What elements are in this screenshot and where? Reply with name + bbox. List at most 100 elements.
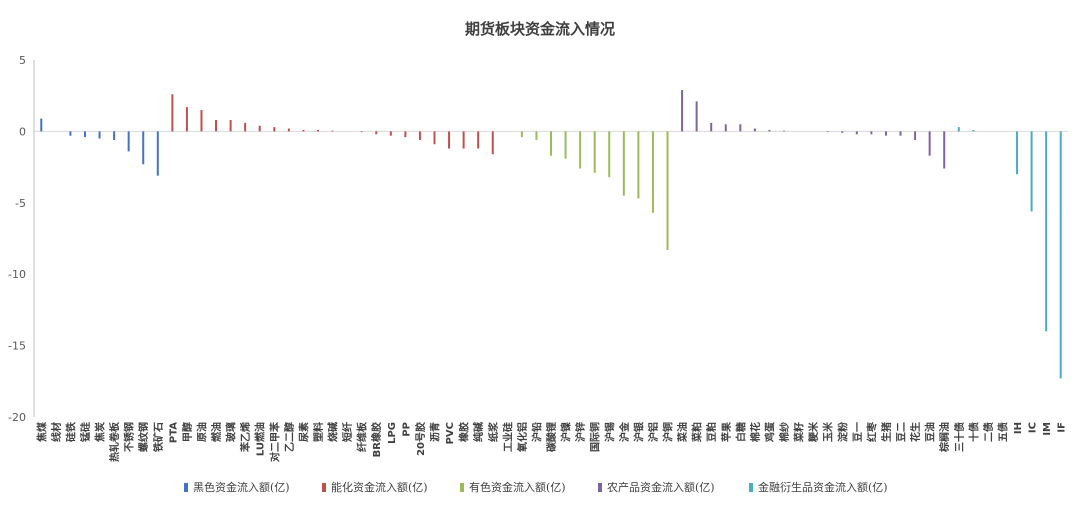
y-tick-label: -5: [15, 197, 26, 210]
x-tick-label: 淀粉: [836, 422, 849, 442]
x-tick-label: LU燃油: [254, 422, 267, 456]
x-tick-label: 不锈钢: [123, 422, 136, 452]
bar-沪锡: [608, 131, 611, 178]
x-tick-label: 二债: [982, 422, 995, 442]
x-tick-label: PVC: [445, 422, 456, 444]
bar-螺纹钢: [142, 131, 145, 165]
y-axis: 5 0 -5 -10 -15 -20: [8, 54, 35, 424]
y-tick-label: 0: [19, 125, 26, 138]
legend-swatch: [184, 483, 188, 492]
x-tick-label: 燃油: [210, 422, 223, 442]
bar-甲醇: [185, 107, 188, 132]
x-tick-label: 尿素: [297, 422, 310, 442]
x-tick-label: 乙二醇: [283, 422, 296, 452]
x-tick-label: 玉米: [822, 421, 835, 442]
x-tick-label: PTA: [168, 422, 179, 443]
x-tick-label: 铁矿石: [152, 422, 165, 452]
x-tick-label: 棕榈油: [938, 422, 951, 453]
x-tick-label: IF: [1057, 422, 1068, 433]
bar-对二甲苯: [273, 127, 276, 132]
x-tick-label: 菜粕: [691, 422, 704, 443]
x-tick-label: 棉花: [749, 422, 762, 442]
x-tick-label: 线材: [50, 422, 63, 442]
bar-棕榈油: [943, 131, 946, 169]
x-tick-label: LPG: [387, 422, 398, 444]
legend-entry: 农产品资金流入额(亿): [607, 480, 715, 494]
y-tick-label: -15: [8, 340, 26, 353]
x-tick-label: IC: [1028, 422, 1039, 433]
bar-国际铜: [593, 131, 596, 173]
x-tick-label: 甲醇: [181, 422, 194, 442]
x-tick-label: 国际铜: [589, 422, 602, 452]
x-tick-label: 苹果: [720, 421, 733, 442]
x-tick-label: 白糖: [734, 422, 747, 442]
bar-花生: [914, 131, 917, 140]
x-tick-label: PP: [401, 422, 412, 437]
bar-棉花: [753, 128, 756, 132]
y-tick-label: -10: [8, 268, 26, 281]
bar-豆粕: [710, 122, 713, 132]
bars-group: [40, 89, 1062, 379]
bar-沪铜: [666, 131, 669, 250]
x-tick-label: 原油: [195, 422, 208, 442]
x-tick-label: IH: [1013, 422, 1024, 434]
bar-烧碱: [331, 130, 334, 132]
bar-沪铅: [535, 131, 538, 140]
y-tick-label: 5: [19, 54, 26, 67]
x-tick-label: 粳米: [807, 421, 820, 443]
x-tick-label: 20号胶: [414, 422, 427, 456]
bar-鸡蛋: [768, 129, 771, 132]
x-tick-label: 鸡蛋: [763, 422, 776, 443]
x-tick-label: 豆二: [896, 422, 908, 442]
bar-三十债: [957, 127, 960, 132]
bar-淀粉: [841, 131, 844, 133]
bar-碳酸锂: [550, 131, 552, 156]
legend-swatch: [598, 483, 602, 492]
x-tick-label: BR橡胶: [370, 422, 383, 457]
bar-菜粕: [695, 101, 698, 132]
bar-玉米: [826, 131, 829, 133]
bar-IH: [1016, 131, 1019, 175]
bar-沥青: [433, 131, 436, 145]
x-tick-label: 豆一: [852, 422, 864, 442]
x-tick-label: 工业硅: [501, 422, 514, 452]
bar-沪铝: [651, 131, 654, 213]
legend-entry: 黑色资金流入额(亿): [193, 480, 290, 494]
x-tick-label: 花生: [909, 422, 922, 442]
legend-entry: 能化资金流入额(亿): [331, 480, 428, 494]
x-tick-label: 沪铜: [662, 422, 675, 442]
x-tick-label: 塑料: [312, 422, 325, 442]
bar-生猪: [884, 131, 887, 136]
bar-纤维板: [360, 131, 363, 133]
legend-entry: 有色资金流入额(亿): [469, 480, 566, 494]
bar-硅铁: [69, 131, 72, 136]
bar-锰硅: [83, 131, 86, 138]
bar-苯乙烯: [244, 122, 247, 132]
legend: 黑色资金流入额(亿) 能化资金流入额(亿) 有色资金流入额(亿) 农产品资金流入额(亿…: [184, 480, 888, 494]
bar-沪镍: [564, 131, 567, 159]
y-tick-label: -20: [8, 411, 26, 424]
bar-苹果: [724, 124, 727, 132]
x-tick-label: 沪铝: [647, 422, 660, 442]
bar-LPG: [389, 131, 392, 136]
bar-LU燃油: [258, 125, 261, 132]
x-tick-label: 沪金: [618, 421, 631, 442]
x-tick-label: 焦煤: [35, 422, 48, 443]
x-tick-label: 沪锡: [603, 422, 616, 442]
x-tick-label: 螺纹钢: [137, 422, 150, 452]
bar-20号胶: [418, 131, 421, 140]
x-tick-label: 短纤: [341, 422, 354, 442]
legend-swatch: [322, 483, 326, 492]
legend-entry: 金融衍生品资金流入额(亿): [758, 480, 888, 494]
x-tick-label: 碳酸锂: [545, 422, 558, 452]
bar-橡胶: [462, 131, 465, 149]
bar-豆一: [855, 131, 858, 135]
x-tick-label: 苯乙烯: [239, 422, 252, 453]
legend-swatch: [749, 483, 753, 492]
x-tick-label: 菜籽: [793, 422, 806, 443]
x-tick-label: 对二甲苯: [268, 421, 281, 462]
x-tick-label: IM: [1042, 422, 1053, 436]
x-tick-label: 沪镍: [560, 422, 573, 442]
x-tick-label: 氧化铝: [516, 422, 529, 453]
